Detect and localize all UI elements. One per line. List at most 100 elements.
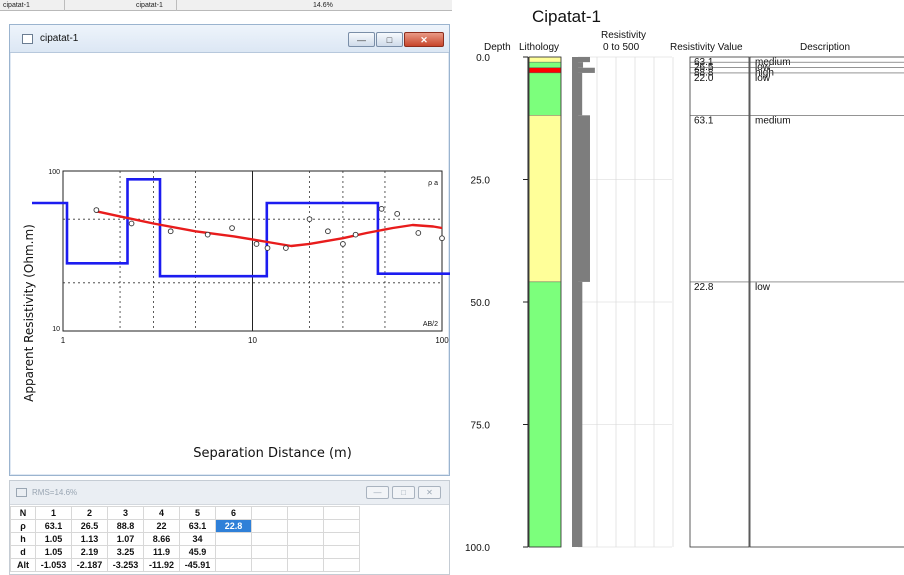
sounding-window: cipatat-1 — □ ✕ 1 10 100 100 10 AB/2 ρ a Separa… — [9, 24, 450, 476]
table-cell[interactable] — [287, 532, 324, 546]
table-cell[interactable] — [251, 519, 288, 533]
table-cell[interactable]: 22.8 — [215, 519, 252, 533]
minimize-button[interactable]: — — [348, 32, 375, 47]
table-cell[interactable] — [251, 558, 288, 572]
lithology-layer — [528, 61, 562, 68]
x-tick-label: 10 — [248, 336, 257, 345]
description-column-frame — [749, 56, 904, 548]
x-axis-title: Separation Distance (m) — [193, 446, 352, 461]
table-cell[interactable] — [323, 506, 360, 520]
table-window-icon — [16, 488, 27, 497]
table-cell[interactable]: 34 — [179, 532, 216, 546]
sounding-window-titlebar[interactable]: cipatat-1 — □ ✕ — [10, 25, 449, 53]
y-tick-label: 10 — [52, 326, 60, 333]
table-cell[interactable]: 4 — [143, 506, 180, 520]
table-cell[interactable]: 5 — [179, 506, 216, 520]
table-cell[interactable]: 1.07 — [107, 532, 144, 546]
depth-label: 25.0 — [471, 176, 491, 187]
table-cell[interactable] — [215, 532, 252, 546]
table-cell[interactable]: 1 — [35, 506, 72, 520]
log-plot: Cipatat-1 Depth Lithology Resistivity 0 … — [452, 0, 904, 575]
table-cell[interactable]: 88.8 — [107, 519, 144, 533]
resistivity-value: 63.1 — [694, 115, 714, 126]
observed-point — [378, 206, 385, 212]
resistivity-bar — [578, 67, 595, 73]
layer-table-window: RMS=14.6% — □ ✕ N 1 2 3 4 5 6 ρ 63.1 26.5 88.8 22 63… — [9, 480, 450, 575]
resistivity-base — [572, 57, 578, 547]
table-cell[interactable]: -2.187 — [71, 558, 108, 572]
table-row: d 1.05 2.19 3.25 11.9 45.9 — [10, 545, 360, 559]
table-cell[interactable]: 3 — [107, 506, 144, 520]
table-cell[interactable]: 63.1 — [179, 519, 216, 533]
x-tick-label: 1 — [61, 336, 66, 345]
model-curve — [32, 178, 450, 278]
table-cell[interactable]: 26.5 — [71, 519, 108, 533]
lithology-layer — [528, 115, 562, 283]
table-cell[interactable]: 1.13 — [71, 532, 108, 546]
table-cell[interactable]: 63.1 — [35, 519, 72, 533]
table-cell[interactable] — [251, 506, 288, 520]
observed-point — [253, 241, 260, 247]
table-cell[interactable]: 2.19 — [71, 545, 108, 559]
table-cell[interactable] — [323, 519, 360, 533]
table-cell[interactable] — [287, 558, 324, 572]
maximize-icon: □ — [401, 488, 406, 497]
table-cell[interactable] — [287, 506, 324, 520]
minimize-icon: — — [357, 35, 366, 45]
y-tick-label: 100 — [48, 169, 60, 176]
table-cell[interactable]: 11.9 — [143, 545, 180, 559]
table-cell[interactable] — [287, 545, 324, 559]
depth-label: 75.0 — [471, 421, 491, 432]
resistivity-bar — [578, 62, 584, 68]
row-header: h — [10, 532, 36, 546]
close-button[interactable]: ✕ — [404, 32, 444, 47]
table-cell[interactable]: 8.66 — [143, 532, 180, 546]
resistivity-bar — [578, 115, 590, 282]
corner-label: AB/2 — [423, 321, 438, 328]
table-cell[interactable]: 1.05 — [35, 532, 72, 546]
resistivity-bar — [578, 281, 583, 547]
table-cell[interactable] — [215, 545, 252, 559]
lithology-description: high — [755, 68, 774, 79]
table-cell[interactable]: -1.053 — [35, 558, 72, 572]
table-cell[interactable]: 45.9 — [179, 545, 216, 559]
table-cell[interactable]: -3.253 — [107, 558, 144, 572]
observed-point — [264, 245, 271, 251]
lithology-layer — [528, 72, 562, 116]
status-bar: cipatat-1 cipatat-1 14.6% — [0, 0, 452, 11]
layer-table: N 1 2 3 4 5 6 ρ 63.1 26.5 88.8 22 63.1 22.8 h 1.05 1.13 1… — [10, 506, 360, 572]
table-cell[interactable] — [251, 545, 288, 559]
table-cell[interactable]: 22 — [143, 519, 180, 533]
table-cell[interactable]: 1.05 — [35, 545, 72, 559]
observed-point — [93, 207, 100, 213]
row-header: d — [10, 545, 36, 559]
lithology-description: low — [755, 73, 771, 84]
table-cell[interactable] — [287, 519, 324, 533]
table-close-button[interactable]: ✕ — [418, 486, 441, 499]
table-cell[interactable]: 3.25 — [107, 545, 144, 559]
table-maximize-button[interactable]: □ — [392, 486, 415, 499]
table-cell[interactable]: 6 — [215, 506, 252, 520]
table-cell[interactable]: -11.92 — [143, 558, 180, 572]
table-cell[interactable] — [323, 558, 360, 572]
observed-point — [167, 228, 174, 235]
table-cell[interactable]: -45.91 — [179, 558, 216, 572]
row-header: ρ — [10, 519, 36, 533]
value-column-frame — [689, 56, 750, 548]
observed-point — [128, 220, 135, 227]
x-tick-label: 100 — [435, 336, 449, 345]
lithology-description: medium — [755, 115, 791, 126]
layer-table-titlebar[interactable]: RMS=14.6% — □ ✕ — [10, 481, 449, 505]
table-cell[interactable] — [251, 532, 288, 546]
table-cell[interactable] — [323, 532, 360, 546]
depth-label: 0.0 — [476, 53, 490, 64]
table-cell[interactable] — [323, 545, 360, 559]
observed-point — [229, 225, 235, 231]
table-cell[interactable]: 2 — [71, 506, 108, 520]
table-minimize-button[interactable]: — — [366, 486, 389, 499]
table-row: h 1.05 1.13 1.07 8.66 34 — [10, 532, 360, 546]
table-cell[interactable] — [215, 558, 252, 572]
maximize-button[interactable]: □ — [376, 32, 403, 47]
